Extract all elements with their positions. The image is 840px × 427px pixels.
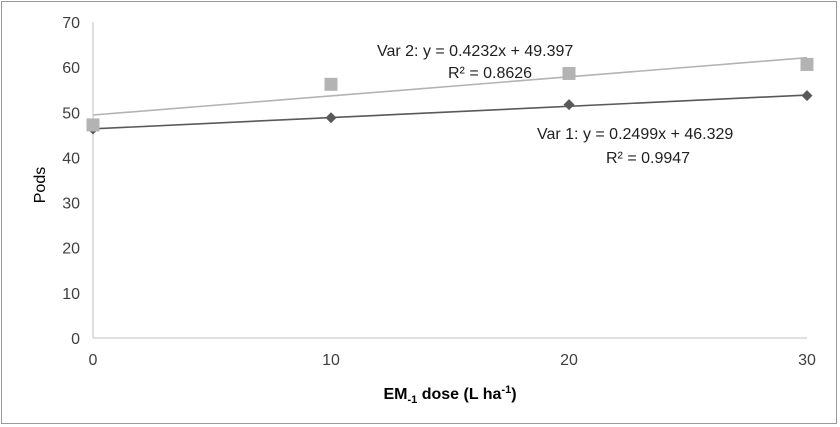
var2-data-point xyxy=(324,77,338,91)
var2-data-point xyxy=(562,66,576,80)
var1-r2-label: R² = 0.9947 xyxy=(606,150,690,167)
x-axis-title-sub: -1 xyxy=(407,394,417,406)
x-tick-label: 0 xyxy=(89,352,98,369)
var1-trendline xyxy=(92,94,808,130)
y-tick-label: 0 xyxy=(71,331,80,348)
var2-equation-label: Var 2: y = 0.4232x + 49.397 xyxy=(377,43,573,60)
var1-data-point xyxy=(801,90,813,102)
var2-r2-label: R² = 0.8626 xyxy=(448,65,532,82)
var1-data-point xyxy=(563,99,575,111)
y-tick-label: 50 xyxy=(62,105,80,122)
y-tick-label: 30 xyxy=(62,196,80,213)
y-tick-label: 60 xyxy=(62,60,80,77)
y-tick-label: 20 xyxy=(62,241,80,258)
x-axis-title: EM-1 dose (L ha-1) xyxy=(383,384,516,406)
y-tick-labels: 0 10 20 30 40 50 60 70 xyxy=(62,15,80,348)
y-tick-label: 70 xyxy=(62,15,80,32)
var2-data-point xyxy=(800,57,814,71)
x-tick-label: 30 xyxy=(798,352,816,369)
x-axis-title-rest: dose (L ha xyxy=(417,386,501,403)
var2-data-point xyxy=(86,118,100,132)
y-tick-label: 10 xyxy=(62,286,80,303)
axes xyxy=(92,22,807,339)
x-tick-label: 20 xyxy=(560,352,578,369)
x-axis-title-sup: -1 xyxy=(501,384,511,396)
x-axis-title-main: EM xyxy=(383,386,407,403)
var2-trendline xyxy=(92,56,808,116)
x-tick-labels: 0 10 20 30 xyxy=(89,352,816,369)
var1-equation-label: Var 1: y = 0.2499x + 46.329 xyxy=(537,126,733,143)
trendlines xyxy=(92,56,808,130)
x-tick-label: 10 xyxy=(322,352,340,369)
x-axis-title-end: ) xyxy=(511,386,516,403)
y-tick-label: 40 xyxy=(62,150,80,167)
var1-data-point xyxy=(325,112,337,124)
y-axis-title: Pods xyxy=(32,167,49,203)
data-points xyxy=(86,57,814,135)
